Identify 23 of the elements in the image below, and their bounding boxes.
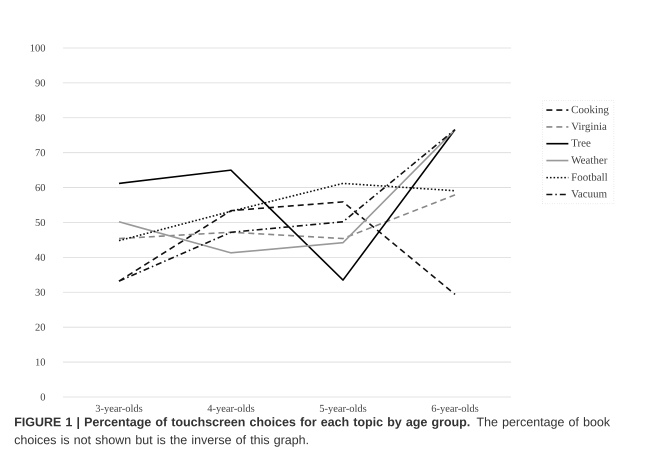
y-tick-label: 10 bbox=[36, 358, 46, 366]
chart-title: FIGURE 1 | Percentage of touchscreen choices for each topic by age group. The percentage of book choices is not shown but is the inverse of this graph. bbox=[14, 417, 610, 447]
y-tick-label: 40 bbox=[35, 254, 46, 261]
y-tick-label: 60 bbox=[35, 184, 46, 192]
y-tick-label: 90 bbox=[35, 79, 46, 86]
y-tick-label: 30 bbox=[36, 288, 46, 296]
y-tick-label: 70 bbox=[36, 149, 46, 156]
y-tick-label: 50 bbox=[36, 218, 46, 226]
y-tick-label: 100 bbox=[30, 44, 46, 52]
line-series bbox=[118, 128, 456, 254]
legend-label: Virginia bbox=[571, 122, 607, 132]
x-tick-label: 3-year-olds bbox=[96, 404, 142, 414]
legend-label: Tree bbox=[571, 139, 590, 147]
y-tick-label: 20 bbox=[35, 324, 46, 331]
x-tick-label: 5-year-olds bbox=[320, 404, 366, 414]
legend-label: Football bbox=[571, 173, 608, 181]
y-tick-label: 0 bbox=[40, 393, 46, 401]
legend-label: Weather bbox=[571, 156, 608, 164]
x-tick-label: 4-year-olds bbox=[208, 404, 254, 414]
legend-label: Cooking bbox=[572, 106, 609, 116]
x-tick-label: 6-year-olds bbox=[432, 404, 478, 414]
y-tick-label: 80 bbox=[35, 114, 46, 122]
legend-label: Vacuum bbox=[571, 190, 607, 198]
